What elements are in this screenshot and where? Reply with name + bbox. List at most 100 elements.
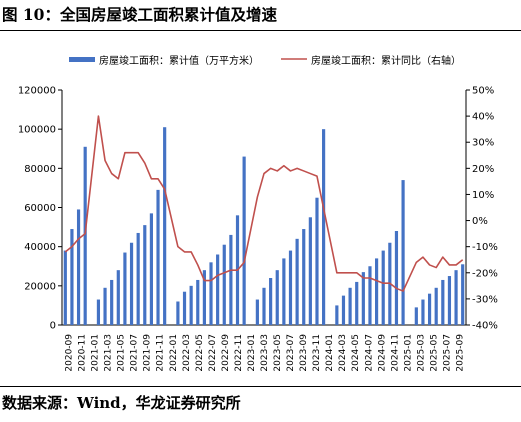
left-axis-tick-label: 60000 (24, 203, 56, 214)
left-axis-tick-label: 80000 (24, 164, 56, 175)
right-axis-tick-label: 30% (472, 138, 494, 149)
bar (308, 217, 312, 325)
bar (209, 262, 213, 325)
bar (447, 276, 452, 325)
right-axis-tick-label: 40% (472, 112, 494, 123)
left-axis-tick-label: 0 (50, 321, 56, 332)
bar (123, 252, 127, 325)
bar (229, 234, 233, 325)
x-axis-tick-label: 2023-07 (286, 334, 296, 372)
bar (182, 291, 187, 325)
x-axis-tick-label: 2023-03 (260, 334, 270, 372)
bar (322, 129, 326, 325)
x-axis-tick-label: 2023-01 (247, 334, 257, 372)
x-axis-tick-label: 2025-03 (416, 334, 426, 372)
x-axis-tick-label: 2025-09 (455, 334, 465, 372)
x-axis-tick-label: 2024-01 (325, 334, 335, 372)
left-axis-tick-label: 100000 (18, 125, 56, 136)
legend-bar-swatch (69, 57, 95, 62)
left-axis-tick-label: 120000 (18, 86, 56, 97)
bar-series (63, 127, 465, 325)
figure-title: 图 10：全国房屋竣工面积累计值及增速 (2, 5, 277, 24)
x-axis-tick-label: 2023-11 (312, 334, 322, 372)
completion-area-chart: 房屋竣工面积：累计值（万平方米） 房屋竣工面积：累计同比（右轴） 0 20000 4… (18, 54, 498, 372)
bar (156, 189, 160, 325)
bar (375, 258, 379, 325)
right-axis-tick-label: 10% (472, 190, 494, 201)
bar (282, 258, 286, 325)
x-axis-tick-label: 2021-03 (104, 334, 114, 372)
x-axis-tick-label: 2022-05 (195, 334, 205, 372)
x-axis-tick-label: 2020-09 (65, 334, 75, 372)
bar (355, 281, 359, 325)
bar (421, 299, 425, 325)
legend-line-label: 房屋竣工面积：累计同比（右轴） (311, 54, 461, 67)
bar (116, 270, 120, 325)
bar (149, 213, 153, 325)
bar (163, 127, 167, 325)
x-axis-tick-label: 2024-11 (390, 334, 400, 372)
right-axis-tick-label: -10% (472, 242, 498, 253)
x-axis-tick-label: 2022-07 (208, 334, 218, 372)
bar (216, 254, 220, 325)
x-axis-tick-label: 2021-01 (91, 334, 101, 372)
bar (434, 287, 438, 325)
bar (335, 305, 339, 325)
x-axis-tick-label: 2023-05 (273, 334, 283, 372)
bar (76, 209, 81, 325)
right-axis-tick-label: -30% (472, 294, 498, 305)
bar (461, 264, 465, 325)
legend-bar-label: 房屋竣工面积：累计值（万平方米） (99, 54, 259, 67)
bar (381, 250, 385, 325)
x-axis-tick-label: 2022-03 (182, 334, 192, 372)
chart-legend: 房屋竣工面积：累计值（万平方米） 房屋竣工面积：累计同比（右轴） (69, 54, 461, 67)
chart-axes: 0 20000 40000 60000 80000 100000 120000 -40% -30… (18, 86, 498, 372)
x-axis-tick-label: 2024-09 (377, 334, 387, 372)
bar (262, 287, 266, 325)
bar (302, 229, 306, 325)
bar (269, 278, 273, 325)
bar (83, 146, 87, 325)
bar (136, 232, 140, 325)
x-axis-tick-label: 2024-05 (351, 334, 361, 372)
bar (368, 266, 372, 325)
left-axis-tick-label: 20000 (24, 281, 56, 292)
bar (295, 238, 299, 325)
x-axis-tick-label: 2024-07 (364, 334, 374, 372)
bar (96, 299, 101, 325)
bar (414, 307, 418, 325)
bar (315, 197, 319, 325)
bar (196, 279, 200, 325)
x-axis-tick-label: 2021-07 (130, 334, 140, 372)
left-axis-tick-label: 40000 (24, 242, 56, 253)
bar (63, 250, 67, 325)
x-axis-tick-label: 2021-09 (143, 334, 153, 372)
bar (348, 287, 352, 325)
line-series (64, 115, 464, 292)
x-axis-tick-label: 2022-09 (221, 334, 231, 372)
bar (394, 231, 399, 325)
bar (242, 156, 246, 325)
bar (129, 242, 134, 325)
yoy-growth-line (64, 115, 464, 292)
right-axis-tick-label: 50% (472, 86, 494, 97)
x-axis-tick-label: 2021-05 (117, 334, 127, 372)
bar (103, 287, 107, 325)
bar (427, 293, 432, 325)
bar (341, 295, 346, 325)
right-axis-tick-label: -20% (472, 268, 498, 279)
bar (441, 279, 445, 325)
bar (288, 250, 293, 325)
bar (189, 285, 193, 325)
bar (202, 270, 206, 325)
bar (401, 180, 405, 325)
bar (143, 225, 147, 325)
bar (255, 299, 259, 325)
right-axis-tick-label: 20% (472, 164, 494, 175)
x-axis-tick-label: 2020-11 (78, 334, 88, 372)
bar (222, 244, 226, 325)
x-axis-tick-label: 2025-01 (403, 334, 413, 372)
x-axis-tick-label: 2022-11 (234, 334, 244, 372)
title-rule (0, 30, 521, 31)
bar (275, 270, 279, 325)
